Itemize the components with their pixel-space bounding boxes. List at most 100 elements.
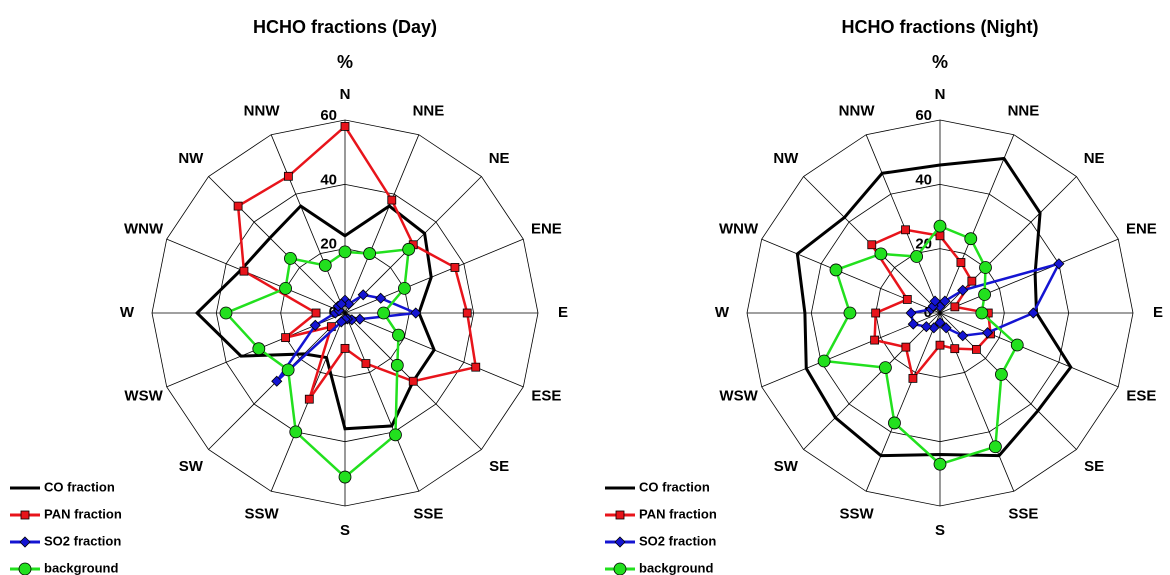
spoke [344, 312, 420, 492]
data-marker [874, 247, 888, 261]
data-marker [975, 306, 989, 320]
category-label: S [340, 522, 350, 539]
data-marker [357, 289, 369, 301]
data-marker [309, 319, 321, 331]
data-marker [311, 308, 321, 318]
category-label: E [1153, 304, 1163, 321]
data-marker [939, 295, 951, 307]
data-marker [971, 344, 981, 354]
data-marker [843, 306, 857, 320]
data-marker [981, 327, 994, 339]
legend-label: CO fraction [639, 479, 710, 494]
spoke [166, 238, 346, 314]
data-marker [1027, 307, 1039, 319]
data-marker [940, 322, 952, 334]
spoke [803, 312, 941, 450]
chart-subtitle: % [337, 52, 353, 72]
data-marker [908, 373, 918, 383]
category-label: SE [489, 458, 509, 475]
data-marker [867, 240, 877, 250]
data-marker [281, 363, 295, 377]
data-marker [950, 302, 960, 312]
category-label: NE [489, 150, 510, 167]
legend-label: SO2 fraction [639, 533, 716, 548]
data-marker [901, 342, 911, 352]
data-marker [934, 317, 946, 329]
category-label: NNW [839, 103, 876, 120]
category-label: SSE [1008, 505, 1038, 522]
legend-label: PAN fraction [44, 506, 122, 521]
spoke [761, 238, 941, 314]
chart-title: HCHO fractions (Night) [842, 17, 1039, 37]
data-marker [879, 361, 892, 374]
category-label: NW [178, 150, 204, 167]
category-label: NNW [244, 103, 281, 120]
category-label: WNW [124, 221, 164, 238]
data-marker [377, 306, 391, 320]
data-marker [392, 328, 405, 342]
chart-title: HCHO fractions (Day) [253, 17, 437, 37]
y-tick-label: 60 [320, 107, 337, 124]
y-tick-label: 20 [915, 236, 932, 253]
data-marker [335, 298, 347, 310]
series-line [795, 156, 1073, 458]
spoke [344, 238, 524, 314]
legend-marker [18, 562, 32, 575]
data-marker [471, 362, 481, 372]
data-marker [979, 261, 992, 274]
data-marker [338, 245, 352, 259]
data-marker [935, 340, 945, 350]
spoke [865, 312, 941, 492]
y-tick-label: 40 [320, 171, 337, 188]
data-marker [950, 344, 960, 354]
data-marker [281, 333, 290, 343]
category-label: ESE [1126, 387, 1156, 404]
data-marker [233, 201, 243, 211]
data-marker [335, 316, 347, 328]
spoke [939, 312, 1119, 388]
legend-marker [615, 510, 625, 520]
legend-marker [614, 536, 626, 548]
data-marker [935, 231, 945, 241]
data-marker [343, 298, 355, 310]
category-label: SE [1084, 458, 1104, 475]
data-marker [995, 368, 1008, 381]
category-label: E [558, 304, 568, 321]
category-label: ENE [1126, 221, 1157, 238]
data-marker [462, 308, 472, 318]
data-marker [304, 394, 314, 404]
data-marker [279, 281, 292, 295]
data-marker [283, 171, 293, 181]
category-label: ENE [531, 221, 562, 238]
spoke [865, 134, 941, 314]
data-marker [910, 250, 924, 263]
category-label: W [715, 304, 730, 321]
spoke [939, 312, 1015, 492]
data-marker [956, 258, 966, 267]
data-marker [888, 416, 901, 430]
data-marker [988, 440, 1002, 454]
data-marker [905, 307, 917, 319]
data-marker [408, 376, 418, 386]
data-marker [252, 342, 266, 356]
legend-label: background [44, 560, 118, 575]
data-marker [920, 321, 932, 333]
data-marker [284, 252, 297, 265]
category-label: SSW [244, 505, 279, 522]
legend-label: background [639, 560, 713, 575]
data-marker [340, 343, 350, 353]
category-label: SSW [839, 505, 874, 522]
legend-marker [613, 562, 627, 575]
data-marker [871, 308, 881, 318]
data-marker [338, 470, 352, 484]
category-label: N [340, 86, 351, 103]
data-marker [387, 195, 397, 205]
data-marker [450, 263, 460, 272]
legend-label: PAN fraction [639, 506, 717, 521]
series-line [223, 247, 411, 479]
data-marker [398, 281, 411, 295]
y-tick-label: 40 [915, 171, 932, 188]
category-label: WNW [719, 221, 759, 238]
data-marker [967, 276, 977, 286]
